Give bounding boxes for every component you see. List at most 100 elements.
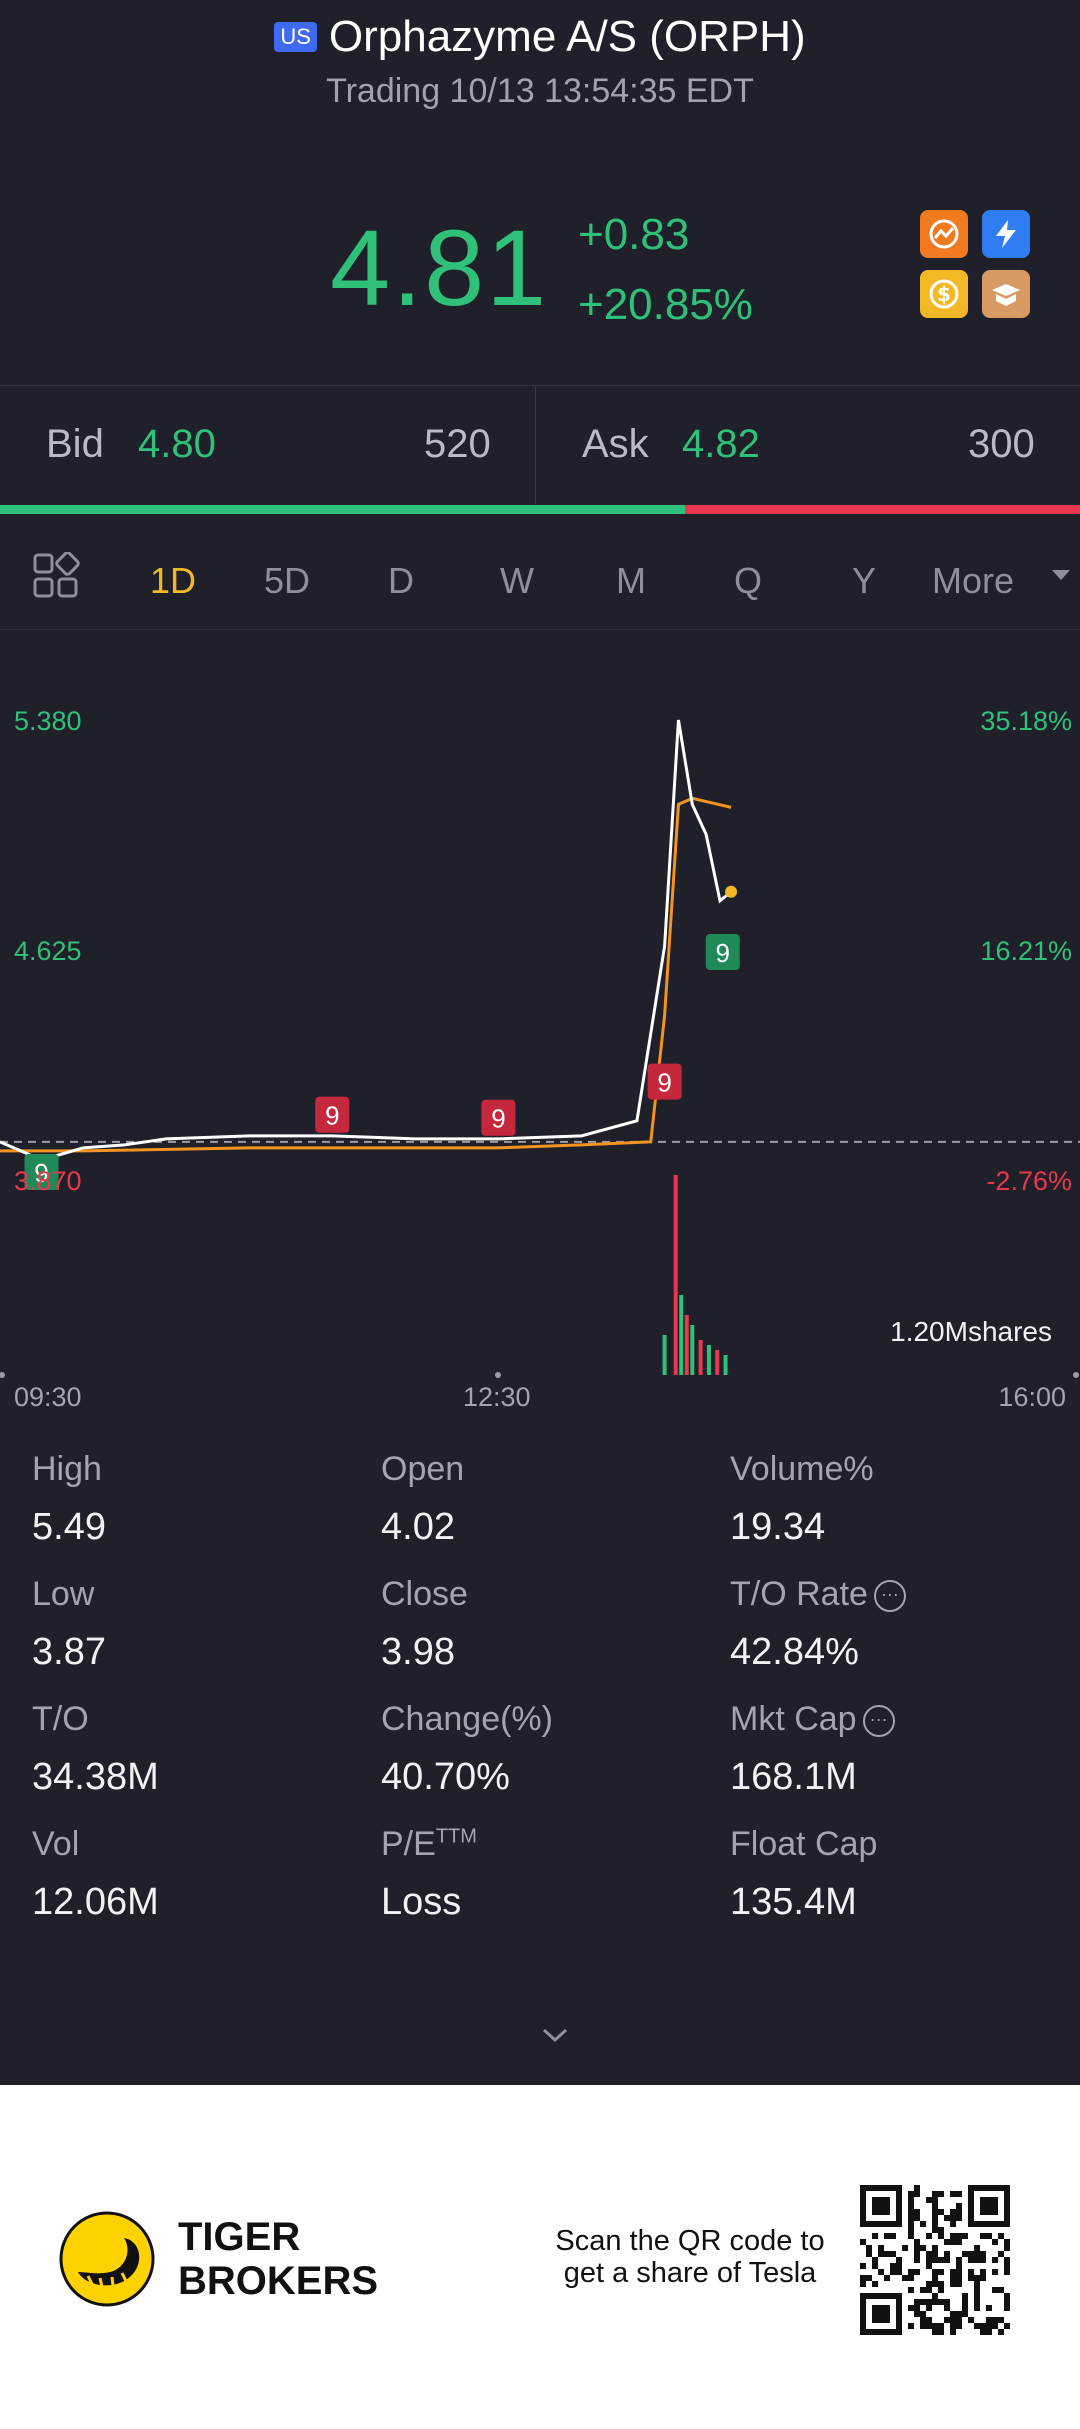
brand-line-1: TIGER <box>178 2215 301 2259</box>
market-badge: US <box>274 22 317 52</box>
share-footer: TIGER BROKERS Scan the QR code to get a … <box>0 2085 1080 2429</box>
stat-value-pe: Loss <box>381 1881 462 1923</box>
stat-label-to-rate: T/O Rate ··· <box>730 1575 906 1614</box>
dollar-icon[interactable]: $ <box>920 270 968 318</box>
volume-bar <box>679 1295 684 1375</box>
chevron-down-icon[interactable] <box>540 2020 570 2050</box>
tab-5d[interactable]: 5D <box>264 560 311 601</box>
stat-label-pe-text: P/E <box>381 1825 436 1863</box>
tab-more[interactable]: More <box>932 560 1015 601</box>
signal-marker-label: 9 <box>716 938 730 968</box>
volume-bar <box>662 1335 667 1375</box>
stat-label-mkt-cap: Mkt Cap ··· <box>730 1700 895 1739</box>
options-icon[interactable] <box>920 210 968 258</box>
stat-label-open: Open <box>381 1450 465 1488</box>
volume-bar <box>698 1340 703 1375</box>
axis-dot <box>0 1372 5 1378</box>
tab-q[interactable]: Q <box>734 560 763 601</box>
tab-w[interactable]: W <box>500 560 534 601</box>
qr-code-icon <box>860 2185 1010 2335</box>
stat-label-mkt-cap-text: Mkt Cap <box>730 1700 857 1738</box>
order-book: Bid 4.80 520 Ask 4.82 300 <box>0 385 1080 504</box>
y-right-label-mid: 16.21% <box>980 936 1072 966</box>
signal-marker <box>315 1096 350 1133</box>
education-icon[interactable] <box>982 270 1030 318</box>
brand-line-2: BROKERS <box>178 2259 379 2303</box>
ask-price: 4.82 <box>682 422 760 466</box>
y-left-label-high: 5.380 <box>14 706 82 736</box>
signal-marker <box>647 1063 682 1100</box>
layout-grid-icon[interactable] <box>32 551 80 600</box>
signal-marker-label: 9 <box>657 1068 671 1098</box>
stat-label-volume-pct: Volume% <box>730 1450 874 1488</box>
volume-bar <box>723 1355 728 1375</box>
signal-marker <box>481 1099 516 1136</box>
signal-marker-label: 9 <box>34 1158 48 1188</box>
x-label-close: 16:00 <box>998 1382 1066 1412</box>
x-label-mid: 12:30 <box>463 1382 531 1412</box>
scan-line-1: Scan the QR code to <box>555 2225 825 2257</box>
more-info-icon[interactable]: ··· <box>873 1580 906 1613</box>
tab-y[interactable]: Y <box>852 560 877 601</box>
last-price: 4.81 <box>330 207 549 328</box>
stat-label-float-cap: Float Cap <box>730 1825 878 1863</box>
stat-value-change: 40.70% <box>381 1756 510 1798</box>
stat-value-mkt-cap: 168.1M <box>730 1756 857 1798</box>
signal-marker <box>24 1153 59 1190</box>
change-amount: +0.83 <box>578 210 690 259</box>
stat-value-open: 4.02 <box>381 1506 455 1548</box>
tab-d[interactable]: D <box>388 560 414 601</box>
signal-marker-label: 9 <box>325 1101 339 1131</box>
axis-dot <box>495 1372 501 1378</box>
stat-label-change: Change(%) <box>381 1700 553 1738</box>
chart-canvas: 9 9 9 9 9 <box>0 719 1080 1378</box>
y-right-label-high: 35.18% <box>980 706 1072 736</box>
stat-value-high: 5.49 <box>32 1506 106 1548</box>
quote-panel: 4.81 +0.83 +20.85% $ <box>0 190 1080 340</box>
caret-down-icon[interactable] <box>1052 568 1070 587</box>
svg-text:$: $ <box>937 282 951 306</box>
y-right-label-low: -2.76% <box>986 1166 1072 1196</box>
axis-dot <box>1073 1372 1079 1378</box>
bid-price: 4.80 <box>138 422 216 466</box>
lightning-icon[interactable] <box>982 210 1030 258</box>
header: US Orphazyme A/S (ORPH) Trading 10/13 13… <box>0 0 1080 120</box>
tab-1d[interactable]: 1D <box>150 560 197 601</box>
stat-value-close: 3.98 <box>381 1631 455 1673</box>
signal-marker-label: 9 <box>491 1104 505 1134</box>
change-percent: +20.85% <box>578 280 753 329</box>
stat-label-high: High <box>32 1450 102 1488</box>
stat-value-to-rate: 42.84% <box>730 1631 859 1673</box>
stat-label-to-rate-text: T/O Rate <box>730 1575 868 1613</box>
volume-bar <box>684 1315 689 1375</box>
stat-value-volume-pct: 19.34 <box>730 1506 826 1548</box>
tab-m[interactable]: M <box>616 560 646 601</box>
stat-value-float-cap: 135.4M <box>730 1881 857 1923</box>
volume-bar <box>715 1350 720 1375</box>
average-price-line <box>0 796 732 1153</box>
signal-marker <box>705 934 740 971</box>
bid-volume-bar <box>0 505 685 514</box>
y-left-label-low: 3.870 <box>14 1166 82 1196</box>
ask-label: Ask <box>582 422 649 466</box>
volume-bar <box>673 1175 678 1375</box>
bid-label: Bid <box>46 422 104 466</box>
stat-value-turnover: 34.38M <box>32 1756 159 1798</box>
brand-name: TIGER BROKERS <box>178 2215 378 2303</box>
y-left-label-mid: 4.625 <box>14 936 82 966</box>
ask-size: 300 <box>968 422 1035 466</box>
stat-label-vol: Vol <box>32 1825 80 1863</box>
intraday-chart[interactable]: 9 9 9 9 9 5.380 4.625 3.870 35.18% 16.21% -2… <box>0 630 1080 1412</box>
volume-label: 1.20Mshares <box>890 1316 1052 1347</box>
tiger-logo-icon <box>58 2210 156 2308</box>
trading-status: Trading 10/13 13:54:35 EDT <box>326 72 754 110</box>
scan-line-2: get a share of Tesla <box>563 2257 817 2289</box>
stat-label-pe: P/ETTM <box>381 1825 477 1864</box>
price-change: +0.83 +20.85% <box>578 200 753 340</box>
stat-value-vol: 12.06M <box>32 1881 159 1923</box>
bid-ask-divider <box>535 386 536 504</box>
pe-ttm-superscript: TTM <box>435 1825 477 1848</box>
volume-bar <box>690 1325 695 1375</box>
price-line <box>0 719 733 1162</box>
more-info-icon[interactable]: ··· <box>862 1705 895 1738</box>
